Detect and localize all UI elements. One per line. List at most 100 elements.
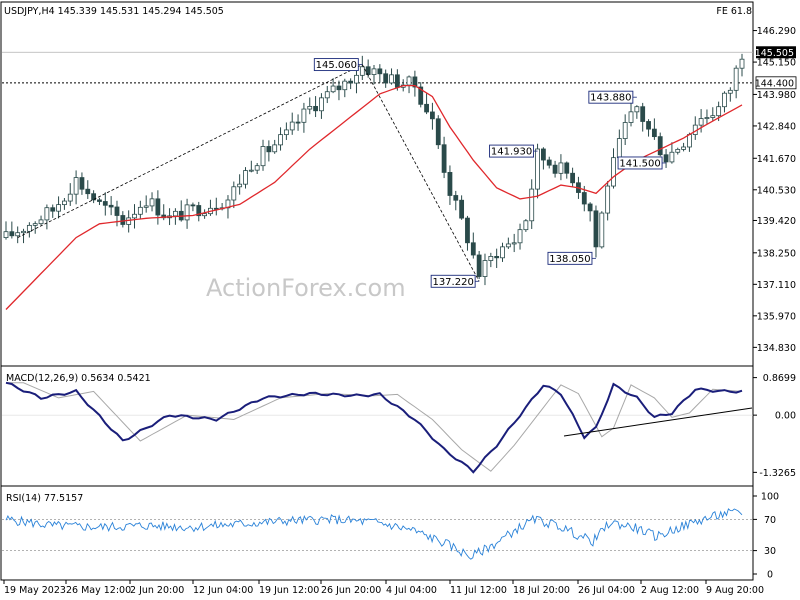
candle-body: [91, 193, 97, 201]
candle-body: [535, 148, 540, 190]
candle-body: [313, 105, 318, 112]
candle-body: [593, 210, 599, 248]
candle-body: [359, 66, 365, 76]
candle-body: [622, 122, 628, 139]
candle-body: [710, 115, 716, 118]
candle-body: [3, 231, 9, 239]
candle-body: [9, 231, 15, 237]
price-layer: 145.060 137.220 141.930 138.050 143.880 141.5…: [2, 51, 753, 310]
candle-body: [564, 162, 570, 174]
x-tick-label: 18 Jul 20:00: [513, 585, 570, 596]
candle-body: [348, 80, 354, 84]
candle-body: [517, 229, 523, 244]
candle-body: [272, 144, 278, 153]
candle-body: [581, 192, 587, 205]
macd-pane-frame: [0, 365, 754, 487]
price-tick-label: 145.150: [757, 58, 796, 69]
candle-body: [307, 105, 313, 110]
candle-body: [330, 85, 336, 93]
rsi-label: RSI(14) 77.5157: [6, 493, 83, 504]
candle-body: [459, 199, 465, 219]
candle-body: [698, 118, 704, 126]
price-tick-label: 134.830: [757, 343, 796, 354]
candle-body: [149, 198, 155, 207]
candle-body: [155, 198, 161, 216]
candle-body: [739, 58, 745, 69]
candle-body: [646, 121, 651, 130]
candle-body: [681, 146, 686, 150]
candle-body: [500, 246, 505, 259]
candle-body: [26, 224, 32, 232]
rsi-tick-label: 70: [764, 515, 776, 526]
candle-body: [488, 256, 494, 261]
candle-body: [675, 148, 681, 153]
candle-body: [628, 111, 634, 123]
price-pane-frame: [0, 1, 754, 367]
candle-body: [383, 73, 389, 84]
candle-body: [278, 134, 283, 146]
watermark: ActionForex.com: [206, 274, 406, 302]
annotation-label: 143.880: [590, 93, 631, 104]
candle-body: [529, 188, 535, 222]
x-tick-label: 9 Aug 20:00: [706, 585, 764, 596]
x-tick-label: 2 Jun 20:00: [130, 585, 184, 596]
candle-body: [727, 89, 733, 94]
candle-body: [412, 76, 418, 88]
candle-body: [202, 213, 208, 217]
candle-body: [704, 117, 710, 119]
candle-body: [283, 129, 289, 136]
candle-body: [424, 103, 429, 113]
macd-signal-line: [6, 382, 743, 472]
candle-body: [605, 185, 611, 214]
candle-body: [733, 67, 739, 91]
macd-tick-label: -1.3265: [759, 468, 796, 479]
candle-body: [657, 136, 663, 156]
candle-body: [552, 164, 558, 174]
candle-body: [79, 177, 85, 190]
candle-body: [465, 217, 470, 244]
x-tick-label: 12 Jun 04:00: [193, 585, 253, 596]
candle-body: [38, 219, 44, 225]
macd-support-trendline: [563, 407, 753, 437]
x-tick-label: 11 Jul 12:00: [450, 585, 507, 596]
moving-average-line: [5, 84, 743, 310]
price-tick-label: 140.530: [757, 185, 796, 196]
rsi-tick-label: 30: [764, 546, 776, 557]
candle-body: [301, 108, 307, 123]
candle-body: [365, 66, 371, 75]
candle-body: [540, 148, 546, 161]
candle-body: [523, 220, 529, 231]
candle-body: [172, 210, 178, 217]
candle-body: [50, 207, 56, 212]
candle-body: [611, 157, 616, 187]
x-tick-label: 26 May 12:00: [66, 585, 131, 596]
candle-body: [435, 118, 441, 146]
candle-body: [231, 186, 237, 201]
candle-body: [453, 195, 459, 201]
rsi-line: [5, 508, 743, 560]
level-tag: [755, 76, 797, 90]
candle-body: [389, 74, 394, 84]
candle-body: [505, 243, 511, 248]
candle-body: [248, 169, 254, 172]
candle-body: [558, 162, 564, 174]
rsi-layer: [2, 508, 753, 560]
candle-body: [377, 68, 383, 75]
candle-body: [669, 151, 675, 163]
candle-body: [196, 205, 202, 217]
annotation-label: 137.220: [432, 277, 473, 288]
annotation-label: 141.500: [619, 158, 660, 169]
level-tag-label: 144.400: [755, 78, 794, 89]
candle-body: [15, 232, 21, 237]
candle-body: [406, 76, 412, 86]
price-tick-label: 143.980: [757, 90, 796, 101]
candle-body: [132, 213, 137, 219]
x-tick-label: 26 Jun 20:00: [321, 585, 381, 596]
x-tick-label: 2 Aug 12:00: [641, 585, 699, 596]
candle-body: [56, 204, 61, 212]
candle-body: [640, 106, 646, 122]
candle-body: [342, 80, 348, 91]
macd-tick-label: 0.00: [775, 411, 796, 422]
candle-body: [476, 254, 482, 277]
